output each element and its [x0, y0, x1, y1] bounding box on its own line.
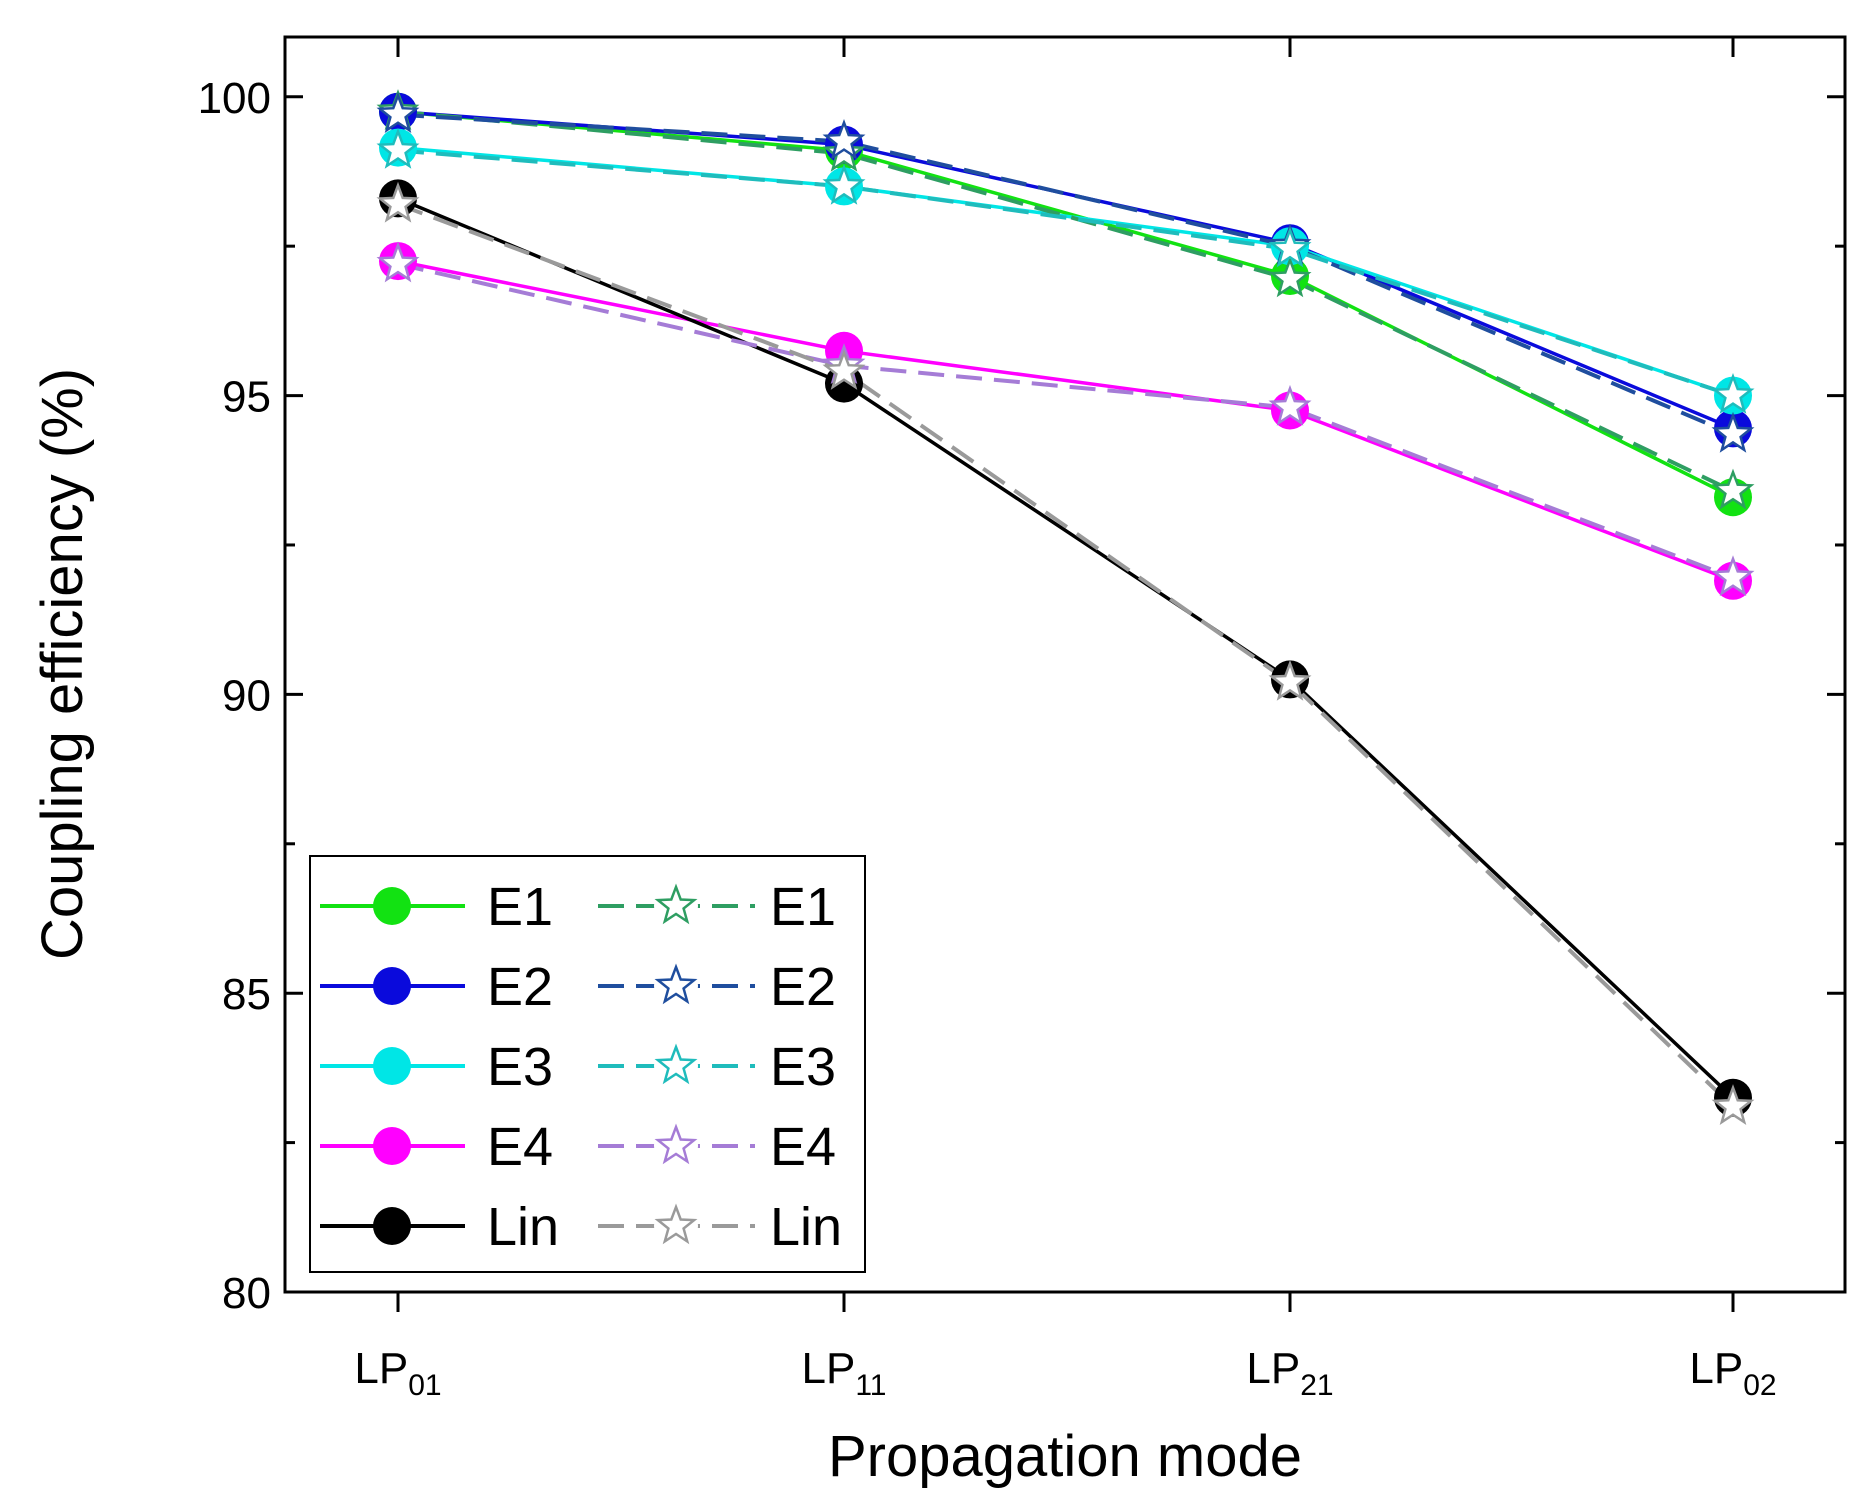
series-line-e4-solid — [397, 259, 1734, 583]
legend-marker-lin-star — [654, 1203, 698, 1245]
legend-label-e1-dashed: E1 — [770, 877, 836, 937]
data-point-e1-star — [822, 130, 866, 172]
x-tick-label: LP02 — [1689, 1344, 1776, 1402]
legend-label-e4-solid: E4 — [487, 1117, 553, 1177]
y-tick-label: 95 — [222, 373, 271, 422]
data-point-lin-star — [822, 349, 866, 390]
legend-marker-e4-circle — [373, 1127, 411, 1165]
data-point-e1-star — [1711, 468, 1755, 510]
legend-marker-e3-star — [654, 1043, 698, 1085]
series-line-e3-solid — [397, 145, 1734, 398]
legend-label-e4-dashed: E4 — [770, 1117, 836, 1177]
x-tick-label: LP21 — [1246, 1344, 1333, 1402]
data-point-lin-star — [1268, 659, 1312, 701]
legend-label-lin-dashed: Lin — [770, 1197, 842, 1257]
x-tick-label: LP01 — [354, 1344, 441, 1402]
x-axis-title: Propagation mode — [828, 1424, 1302, 1489]
series-line-e2-dashed — [397, 112, 1734, 437]
series-line-e2-solid — [397, 109, 1734, 431]
data-point-e1-star — [1268, 256, 1312, 298]
data-point-lin-star — [1711, 1084, 1755, 1125]
plot-series — [376, 89, 1755, 1125]
y-tick-label: 80 — [222, 1269, 271, 1318]
tick-labels: 80 85 90 95 100 LP01 LP11 LP21 LP02 — [198, 74, 1777, 1402]
y-axis-title: Coupling efficiency (%) — [30, 368, 95, 960]
data-point-e3-star — [822, 163, 866, 205]
x-tick-label: LP11 — [802, 1344, 887, 1402]
data-point-e3-star — [376, 127, 420, 169]
legend: E1 E2 E3 E4 Lin E1 E2 E3 E4 Lin — [309, 855, 866, 1273]
y-tick-label: 85 — [222, 970, 271, 1019]
legend-marker-e4-star — [654, 1123, 698, 1165]
legend-marker-e2-circle — [373, 967, 411, 1005]
data-point-e4-star — [376, 241, 420, 283]
legend-marker-e2-star — [654, 963, 698, 1005]
data-point-lin-star — [376, 181, 420, 223]
data-point-e3-star — [1711, 373, 1755, 414]
legend-label-e2-solid: E2 — [487, 957, 553, 1017]
series-line-lin-solid — [397, 196, 1735, 1100]
legend-marker-e1-star — [654, 883, 698, 925]
data-point-e2-star — [1711, 411, 1755, 453]
data-point-e2-star — [376, 92, 420, 133]
legend-label-lin-solid: Lin — [487, 1197, 559, 1257]
y-tick-label: 100 — [198, 74, 271, 123]
data-point-e4-star — [1711, 555, 1755, 597]
series-line-lin-dashed — [397, 202, 1735, 1109]
legend-label-e2-dashed: E2 — [770, 957, 836, 1017]
y-tick-label: 90 — [222, 671, 271, 720]
legend-label-e1-solid: E1 — [487, 877, 553, 937]
data-point-e2-star — [822, 119, 866, 160]
series-line-e4-dashed — [397, 262, 1734, 580]
data-point-e3-star — [1268, 226, 1312, 268]
data-point-e4-star — [1268, 384, 1312, 426]
legend-label-e3-dashed: E3 — [770, 1037, 836, 1097]
legend-marker-lin-circle — [373, 1207, 411, 1245]
legend-marker-e3-circle — [373, 1047, 411, 1085]
plot-frame — [283, 35, 1847, 1294]
legend-label-e3-solid: E3 — [487, 1037, 553, 1097]
legend-marker-e1-circle — [373, 887, 411, 925]
series-line-e1-dashed — [397, 109, 1734, 494]
axis-ticks — [285, 37, 1845, 1312]
